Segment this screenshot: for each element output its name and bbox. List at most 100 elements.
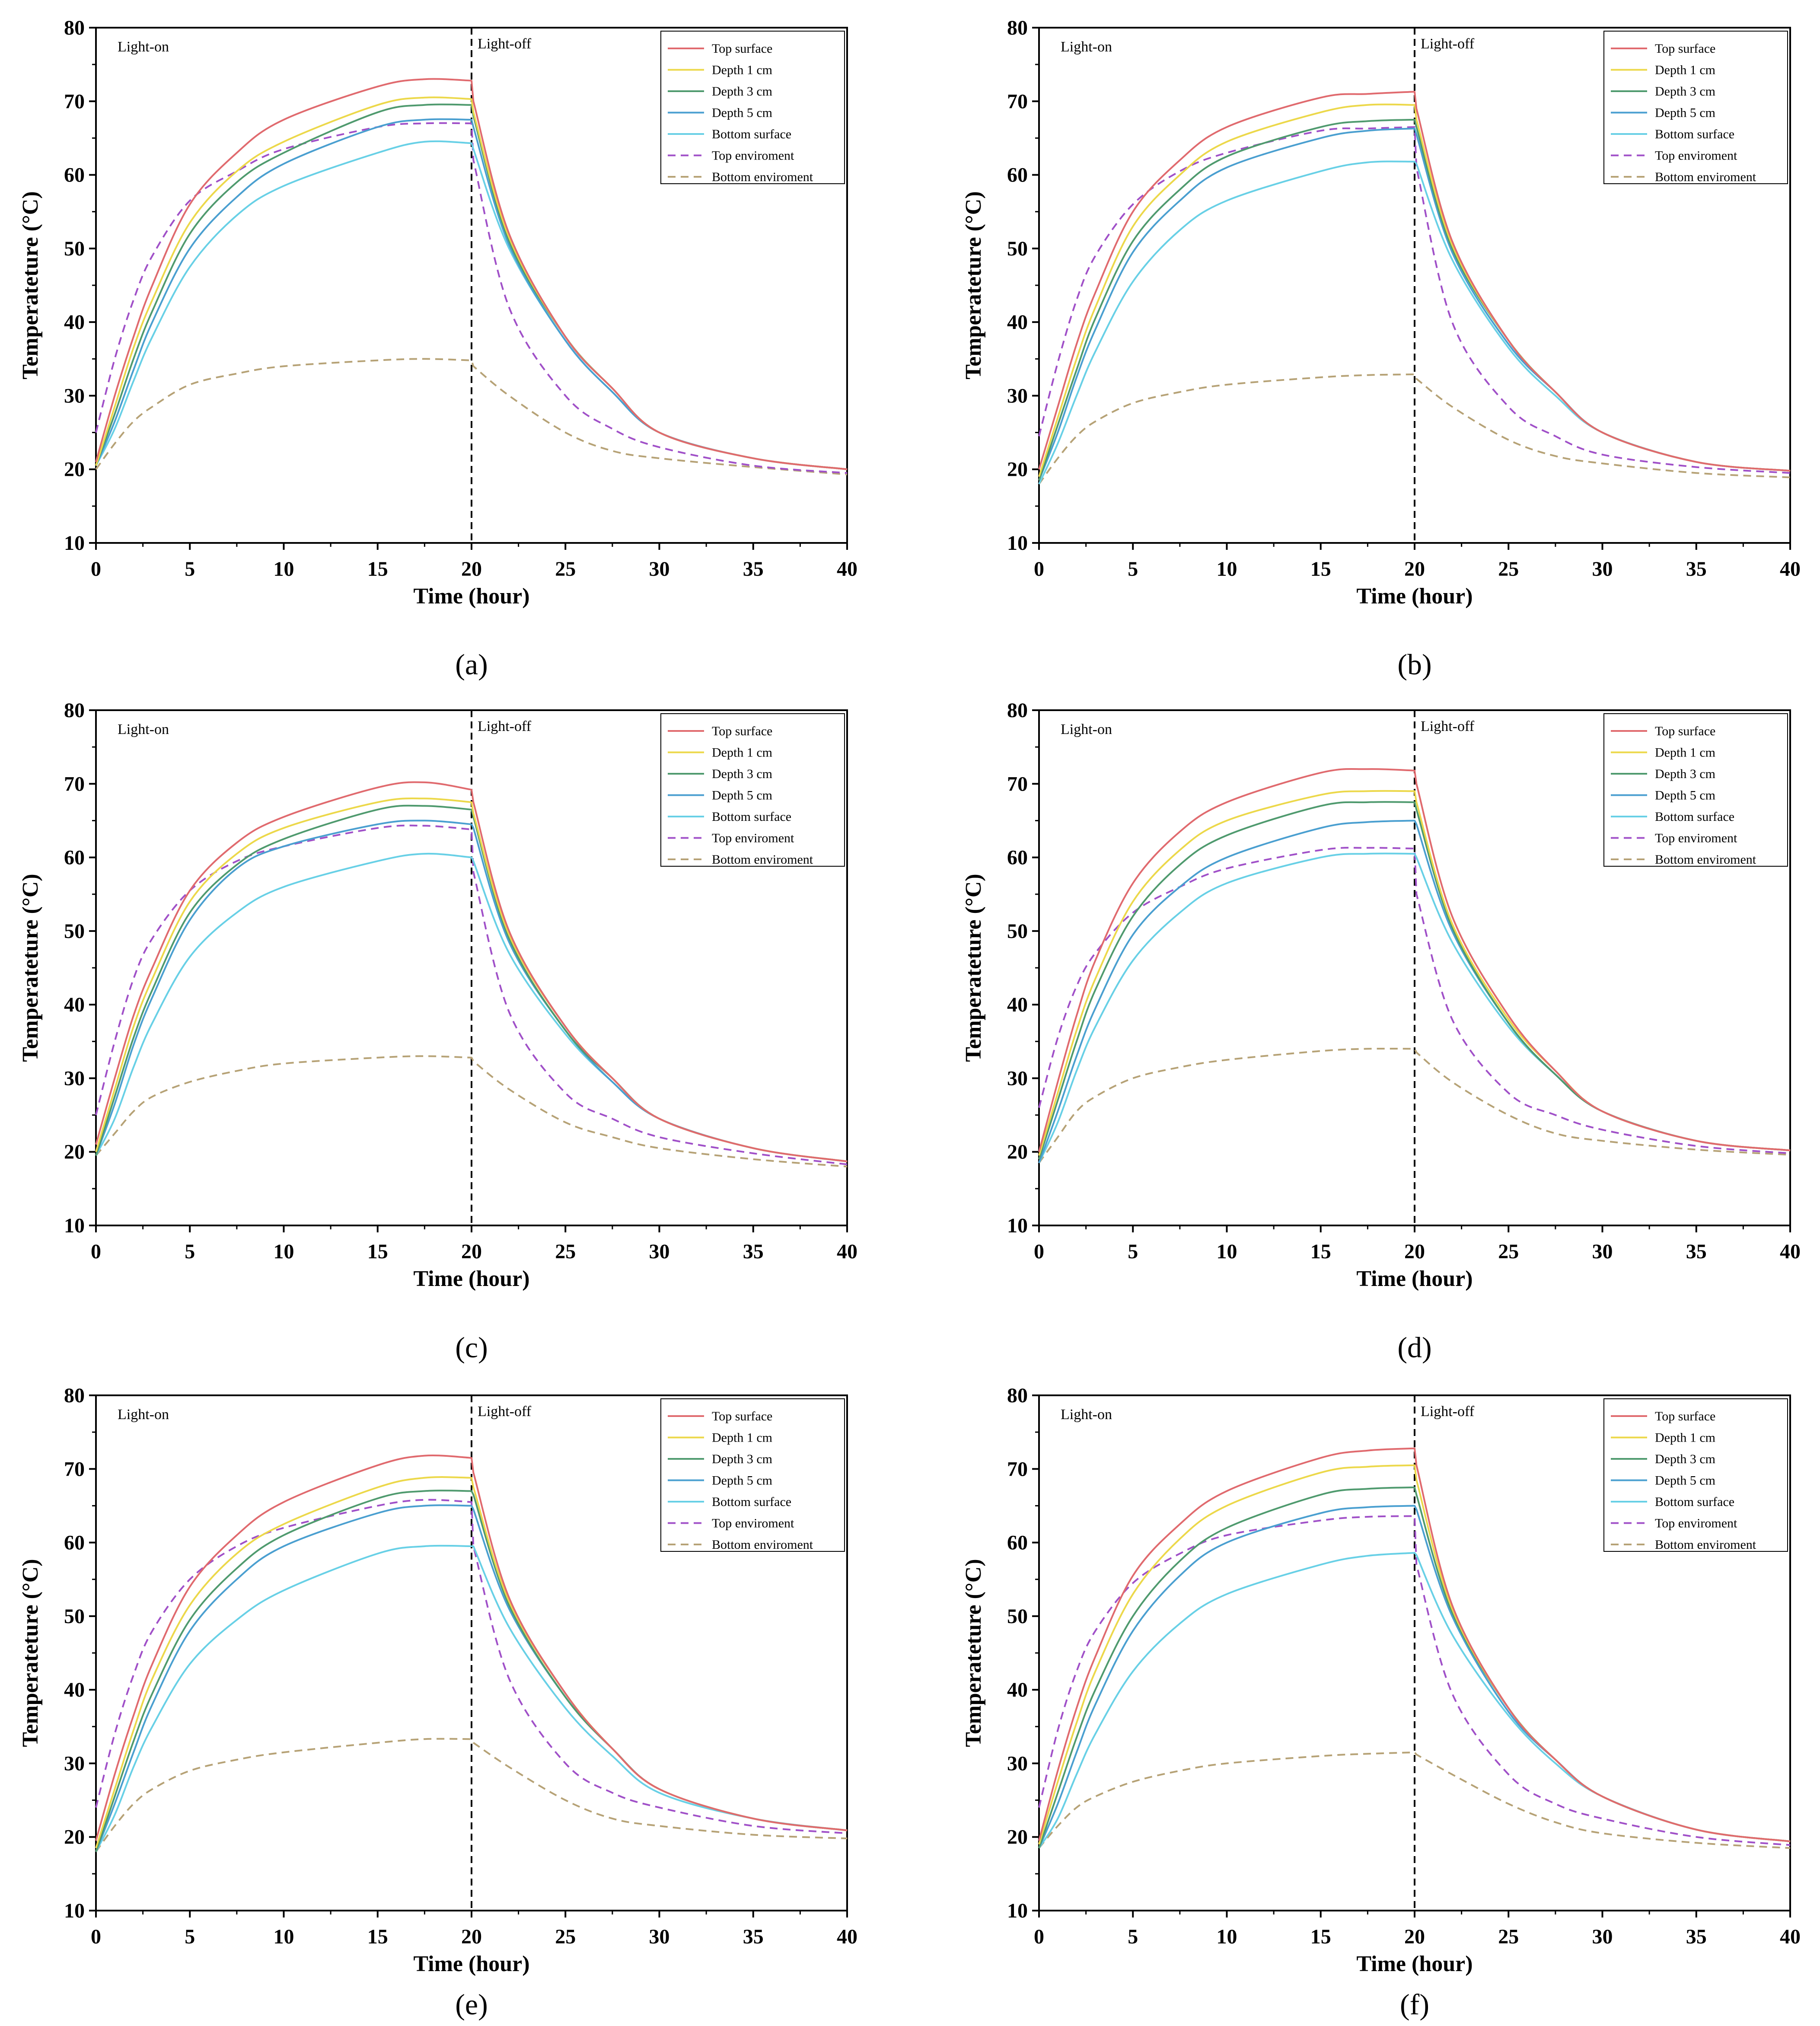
panel-label: (f) [1400,1988,1429,2021]
light-off-label: Light-off [1421,1404,1475,1420]
y-tick-label: 60 [64,164,85,187]
panel-c: 0 5 10 15 20 25 30 35 40 10 20 30 40 50 60 70 80 Time (ho… [18,699,857,1364]
y-tick-label: 30 [64,1067,85,1090]
panel-e: 0 5 10 15 20 25 30 35 40 10 20 30 40 50 60 70 80 Time (ho… [18,1384,857,2021]
legend-label-top-surface: Top surface [712,1409,772,1423]
x-axis-label: Time (hour) [413,584,529,609]
x-tick-label: 10 [274,1925,294,1948]
x-tick-label: 30 [649,1925,670,1948]
x-tick-label: 15 [1310,1240,1331,1263]
series-line-bottom-surface [95,1544,848,1852]
legend-label-top-surface: Top surface [712,41,772,56]
y-tick-label: 40 [64,1678,85,1701]
x-tick-label: 15 [1310,558,1331,581]
y-tick-label: 60 [1007,164,1028,187]
series-line-top-enviroment [1038,847,1791,1155]
series-line-top-enviroment [95,122,848,474]
legend-label-depth-1-cm: Depth 1 cm [712,1431,772,1445]
y-tick-label: 50 [64,237,85,260]
legend-label-depth-5-cm: Depth 5 cm [1655,106,1715,120]
y-tick-label: 40 [1007,1678,1028,1701]
series-line-top-surface [95,1454,848,1841]
series-line-top-enviroment [95,1499,848,1835]
legend-label-top-enviroment: Top enviroment [1655,149,1737,163]
series-line-bottom-enviroment [1038,1047,1791,1164]
legend-box [1603,31,1788,184]
legend-label-depth-5-cm: Depth 5 cm [712,788,772,803]
panel-a: 0 5 10 15 20 25 30 35 40 10 20 30 40 50 60 70 80 Time (ho… [18,16,857,681]
y-tick-label: 20 [1007,1826,1028,1849]
legend-label-depth-5-cm: Depth 5 cm [1655,788,1715,803]
x-tick-label: 20 [1404,1240,1425,1263]
x-tick-label: 5 [1128,1240,1138,1263]
legend-label-top-surface: Top surface [712,724,772,738]
x-tick-label: 0 [1034,558,1044,581]
series-line-top-surface [1038,768,1791,1152]
series-line-top-surface [95,781,848,1162]
y-axis-label: Temperateture (°C) [961,874,986,1062]
legend-label-bottom-surface: Bottom surface [712,810,791,824]
legend-label-depth-5-cm: Depth 5 cm [1655,1474,1715,1488]
legend-label-bottom-surface: Bottom surface [1655,1495,1734,1509]
legend-box [660,713,845,867]
legend-label-bottom-surface: Bottom surface [712,1495,791,1509]
legend-box [660,1398,845,1552]
x-tick-label: 0 [91,1240,101,1263]
x-tick-label: 5 [1128,558,1138,581]
series-line-bottom-enviroment [1038,1751,1791,1849]
x-tick-label: 40 [837,1925,857,1948]
legend: Top surface Depth 1 cm Depth 3 cm Depth 5 c… [1603,1398,1788,1552]
legend-label-top-enviroment: Top enviroment [1655,1516,1737,1531]
series-line-bottom-enviroment [95,1738,848,1852]
y-tick-label: 50 [1007,237,1028,260]
x-tick-label: 15 [367,558,388,581]
series-line-bottom-enviroment [95,358,848,475]
x-tick-label: 40 [1780,1240,1801,1263]
y-tick-label: 40 [64,311,85,334]
y-tick-label: 80 [1007,16,1028,39]
x-tick-label: 20 [461,1925,482,1948]
legend-label-top-enviroment: Top enviroment [1655,831,1737,845]
y-tick-label: 60 [1007,846,1028,869]
legend: Top surface Depth 1 cm Depth 3 cm Depth 5 c… [660,31,845,184]
x-tick-label: 20 [1404,1925,1425,1948]
y-tick-label: 70 [1007,90,1028,113]
x-tick-label: 25 [1498,558,1519,581]
legend-label-top-enviroment: Top enviroment [712,149,794,163]
x-tick-label: 40 [837,1240,857,1263]
light-on-label: Light-on [1061,1407,1112,1423]
x-tick-label: 25 [555,558,576,581]
y-tick-label: 20 [64,1141,85,1164]
y-tick-label: 40 [1007,311,1028,334]
panel-f: 0 5 10 15 20 25 30 35 40 10 20 30 40 50 60 70 80 Time (ho… [961,1384,1801,2021]
legend-box [1603,713,1788,867]
y-tick-label: 30 [64,384,85,407]
y-tick-label: 50 [64,1605,85,1628]
x-tick-label: 15 [367,1925,388,1948]
light-off-label: Light-off [1421,718,1475,734]
legend-label-top-surface: Top surface [1655,41,1715,56]
legend-label-depth-3-cm: Depth 3 cm [712,1452,772,1466]
y-tick-label: 30 [64,1752,85,1775]
x-axis-label: Time (hour) [1356,584,1473,609]
legend-label-depth-1-cm: Depth 1 cm [712,63,772,77]
y-tick-label: 80 [64,1384,85,1407]
y-axis-label: Temperateture (°C) [18,1559,43,1747]
light-on-label: Light-on [118,721,169,737]
legend: Top surface Depth 1 cm Depth 3 cm Depth 5 c… [660,1398,845,1552]
y-axis-label: Temperateture (°C) [961,191,986,379]
legend-label-bottom-enviroment: Bottom enviroment [1655,852,1756,867]
legend-label-depth-1-cm: Depth 1 cm [712,746,772,760]
x-axis-label: Time (hour) [1356,1952,1473,1976]
x-axis-label: Time (hour) [1356,1267,1473,1291]
legend-label-depth-3-cm: Depth 3 cm [712,767,772,781]
x-tick-label: 5 [185,558,195,581]
legend-label-bottom-surface: Bottom surface [1655,127,1734,141]
x-tick-label: 35 [1686,558,1707,581]
y-tick-label: 40 [64,993,85,1016]
y-tick-label: 60 [1007,1531,1028,1554]
x-tick-label: 40 [1780,1925,1801,1948]
x-tick-label: 5 [185,1925,195,1948]
y-tick-label: 60 [64,846,85,869]
